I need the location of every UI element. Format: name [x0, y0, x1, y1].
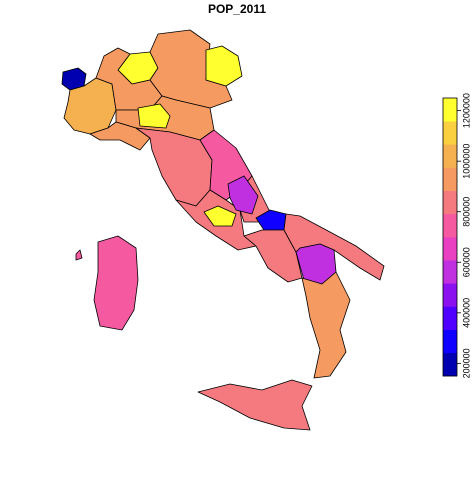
tick-label: 200000: [461, 348, 471, 378]
color-band: [443, 329, 457, 354]
tick-label: 400000: [461, 298, 471, 328]
color-band: [443, 190, 457, 215]
color-band: [443, 98, 457, 122]
province: [137, 103, 171, 129]
color-band: [443, 121, 457, 145]
province: [149, 29, 233, 109]
tick-label: 800000: [461, 197, 471, 227]
color-legend: 200000 400000 600000 800000 1000000 1200000: [442, 93, 471, 378]
color-band: [443, 260, 457, 284]
color-band: [443, 283, 457, 307]
province: [197, 379, 313, 431]
tick-label: 1200000: [461, 93, 471, 128]
province: [75, 249, 83, 261]
tick-label: 1000000: [461, 144, 471, 179]
colorbar-frame: [442, 97, 458, 377]
map-title: POP_2011: [208, 2, 266, 16]
province: [95, 47, 163, 111]
tick-label: 600000: [461, 247, 471, 277]
province: [227, 175, 259, 215]
color-band: [443, 237, 457, 261]
color-band: [443, 167, 457, 191]
provinces: [61, 29, 385, 431]
color-band: [443, 306, 457, 330]
province: [301, 271, 351, 379]
color-band: [443, 144, 457, 168]
province: [205, 45, 243, 87]
color-band: [443, 352, 457, 377]
province: [93, 235, 139, 331]
province: [203, 205, 237, 227]
color-band: [443, 213, 457, 238]
